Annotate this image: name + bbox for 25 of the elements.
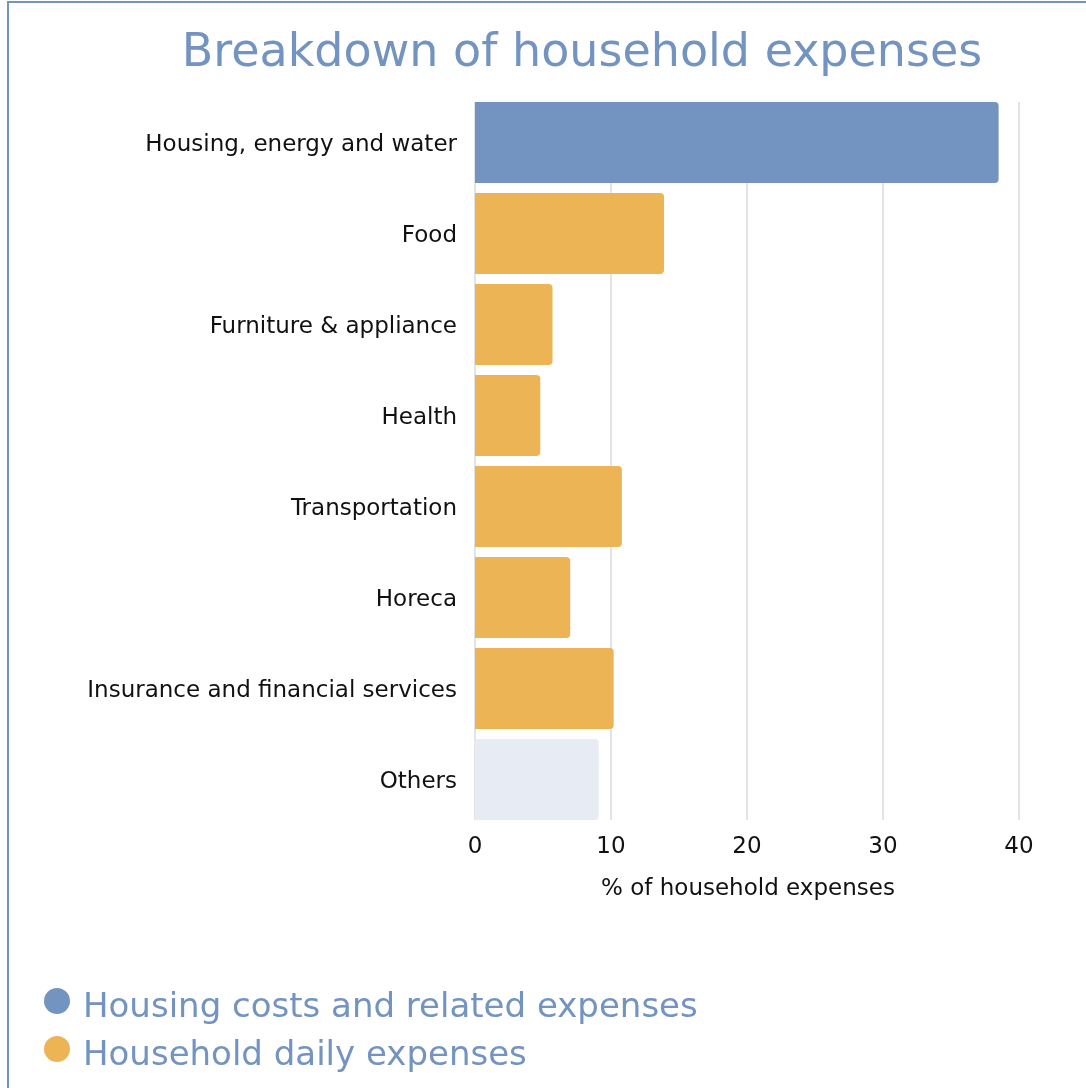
y-tick-label: Transportation <box>289 493 457 520</box>
bar <box>475 375 541 456</box>
bar <box>475 193 665 274</box>
bar <box>475 466 622 547</box>
legend-label: Household daily expenses <box>83 1032 527 1073</box>
bar <box>475 102 999 183</box>
bar <box>475 739 599 820</box>
bar <box>475 284 553 365</box>
x-tick-label: 10 <box>596 832 626 858</box>
chart-title: Breakdown of household expenses <box>181 23 983 77</box>
bar <box>475 557 571 638</box>
y-tick-label: Horeca <box>375 584 457 611</box>
y-tick-label: Food <box>401 220 457 247</box>
x-axis-title: % of household expenses <box>601 874 895 900</box>
y-tick-label: Furniture & appliance <box>209 311 457 338</box>
y-tick-label: Others <box>379 766 457 793</box>
x-tick-label: 0 <box>467 832 483 858</box>
bar <box>475 648 614 729</box>
x-tick-label: 40 <box>1004 832 1034 858</box>
y-tick-label: Insurance and financial services <box>87 675 457 702</box>
legend-label: Housing costs and related expenses <box>83 984 698 1025</box>
y-tick-label: Health <box>381 402 457 429</box>
x-tick-label: 20 <box>732 832 762 858</box>
x-tick-label: 30 <box>868 832 898 858</box>
y-tick-label: Housing, energy and water <box>145 129 458 156</box>
